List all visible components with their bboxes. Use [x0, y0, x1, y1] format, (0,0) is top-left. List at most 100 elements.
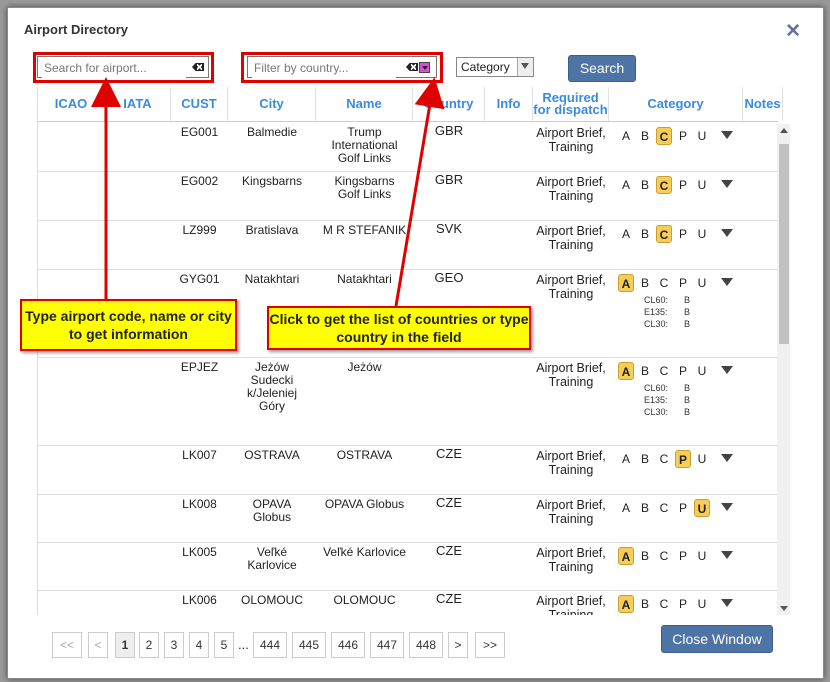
table-row[interactable]: EPJEZ Jeżów Sudecki k/Jeleniej Góry Jeżów A…: [38, 357, 778, 446]
pager-page-button[interactable]: 448: [409, 632, 443, 658]
country-dropdown-icon[interactable]: [419, 62, 430, 73]
col-header-cust[interactable]: CUST: [171, 87, 228, 121]
close-icon[interactable]: ✕: [785, 21, 801, 42]
category-letter[interactable]: C: [659, 501, 669, 515]
pager-page-button[interactable]: 5: [214, 632, 234, 658]
category-letter[interactable]: A: [618, 595, 634, 613]
pager-prev-button[interactable]: <: [88, 632, 108, 658]
category-letter[interactable]: A: [618, 547, 634, 565]
pager-page-button[interactable]: 447: [370, 632, 404, 658]
col-header-country[interactable]: Country: [413, 87, 485, 121]
category-letter[interactable]: A: [618, 274, 634, 292]
category-letter[interactable]: P: [675, 450, 691, 468]
category-letter[interactable]: C: [659, 452, 669, 466]
pager-last-button[interactable]: >>: [475, 632, 505, 658]
category-letter[interactable]: P: [678, 178, 687, 192]
country-filter-field[interactable]: [247, 56, 437, 78]
scroll-up-icon[interactable]: [780, 128, 788, 133]
category-letter[interactable]: B: [640, 364, 649, 378]
category-expand-icon[interactable]: [721, 366, 733, 374]
scroll-down-icon[interactable]: [780, 606, 788, 611]
category-letter[interactable]: U: [697, 129, 707, 143]
pager-first-button[interactable]: <<: [52, 632, 82, 658]
col-header-icao[interactable]: ICAO: [38, 87, 105, 121]
category-letter[interactable]: U: [697, 276, 707, 290]
category-expand-icon[interactable]: [721, 454, 733, 462]
category-letter[interactable]: B: [640, 276, 649, 290]
category-letter[interactable]: C: [659, 597, 669, 611]
airport-search-input[interactable]: [42, 58, 186, 78]
category-letter[interactable]: B: [640, 227, 649, 241]
category-expand-icon[interactable]: [721, 131, 733, 139]
pager-page-button[interactable]: 445: [292, 632, 326, 658]
category-letter[interactable]: A: [621, 452, 630, 466]
category-letter[interactable]: P: [678, 597, 687, 611]
col-header-info[interactable]: Info: [485, 87, 533, 121]
table-row[interactable]: LZ999 Bratislava M R STEFANIK SVK Airport Br…: [38, 220, 778, 270]
col-header-name[interactable]: Name: [316, 87, 413, 121]
scroll-thumb[interactable]: [779, 144, 789, 344]
category-letter[interactable]: C: [659, 364, 669, 378]
table-row[interactable]: LK005 Veľké Karlovice Veľké Karlovice CZE Ai…: [38, 542, 778, 591]
category-letter[interactable]: U: [697, 178, 707, 192]
table-row[interactable]: LK007 OSTRAVA OSTRAVA CZE Airport Brief, Tra…: [38, 445, 778, 495]
table-row[interactable]: EG002 Kingsbarns Kingsbarns Golf Links GBR A…: [38, 171, 778, 221]
category-letter[interactable]: B: [640, 452, 649, 466]
pager-page-button[interactable]: 444: [253, 632, 287, 658]
clear-search-icon[interactable]: [192, 63, 204, 71]
category-letter[interactable]: A: [621, 227, 630, 241]
search-button[interactable]: Search: [568, 55, 636, 82]
pager-next-button[interactable]: >: [448, 632, 468, 658]
table-row[interactable]: GYG01 Natakhtari Natakhtari GEO Airport Brie…: [38, 269, 778, 358]
category-expand-icon[interactable]: [721, 180, 733, 188]
category-letter[interactable]: B: [640, 549, 649, 563]
pager-page-button[interactable]: 1: [115, 632, 135, 658]
category-letter[interactable]: B: [640, 178, 649, 192]
col-header-city[interactable]: City: [228, 87, 316, 121]
category-letter[interactable]: P: [678, 364, 687, 378]
category-letter[interactable]: P: [678, 501, 687, 515]
category-letter[interactable]: P: [678, 129, 687, 143]
category-letter[interactable]: A: [621, 501, 630, 515]
category-letter[interactable]: C: [656, 176, 672, 194]
category-select[interactable]: Category: [456, 57, 534, 77]
category-letter[interactable]: U: [697, 549, 707, 563]
pager-page-button[interactable]: 4: [189, 632, 209, 658]
col-header-notes[interactable]: Notes: [743, 87, 783, 121]
col-header-required-for-dispatch[interactable]: Required for dispatch: [533, 87, 609, 121]
airport-search-field[interactable]: [37, 56, 209, 78]
category-letter[interactable]: A: [618, 362, 634, 380]
close-window-button[interactable]: Close Window: [661, 625, 773, 653]
category-letter[interactable]: P: [678, 227, 687, 241]
col-header-iata[interactable]: IATA: [105, 87, 171, 121]
pager-page-button[interactable]: 2: [139, 632, 159, 658]
category-letter[interactable]: A: [621, 129, 630, 143]
col-header-category[interactable]: Category: [609, 87, 743, 121]
country-filter-input[interactable]: [252, 58, 396, 78]
category-letter[interactable]: U: [694, 499, 710, 517]
category-letter[interactable]: U: [697, 364, 707, 378]
category-letter[interactable]: C: [656, 127, 672, 145]
category-letter[interactable]: B: [640, 501, 649, 515]
category-expand-icon[interactable]: [721, 599, 733, 607]
category-expand-icon[interactable]: [721, 229, 733, 237]
category-letter[interactable]: C: [656, 225, 672, 243]
category-letter[interactable]: P: [678, 276, 687, 290]
category-letter[interactable]: B: [640, 129, 649, 143]
pager-page-button[interactable]: 446: [331, 632, 365, 658]
category-letter[interactable]: B: [640, 597, 649, 611]
category-expand-icon[interactable]: [721, 503, 733, 511]
table-scrollbar[interactable]: [777, 124, 790, 615]
category-letter[interactable]: C: [659, 276, 669, 290]
clear-country-icon[interactable]: [406, 63, 418, 71]
category-letter[interactable]: A: [621, 178, 630, 192]
chevron-down-icon[interactable]: [517, 58, 533, 76]
category-expand-icon[interactable]: [721, 551, 733, 559]
pager-page-button[interactable]: 3: [164, 632, 184, 658]
category-letter[interactable]: U: [697, 227, 707, 241]
category-expand-icon[interactable]: [721, 278, 733, 286]
table-row[interactable]: EG001 Balmedie Trump International Golf Li…: [38, 122, 778, 172]
table-row[interactable]: LK008 OPAVA Globus OPAVA Globus CZE Airport …: [38, 494, 778, 543]
category-letter[interactable]: C: [659, 549, 669, 563]
category-letter[interactable]: U: [697, 452, 707, 466]
